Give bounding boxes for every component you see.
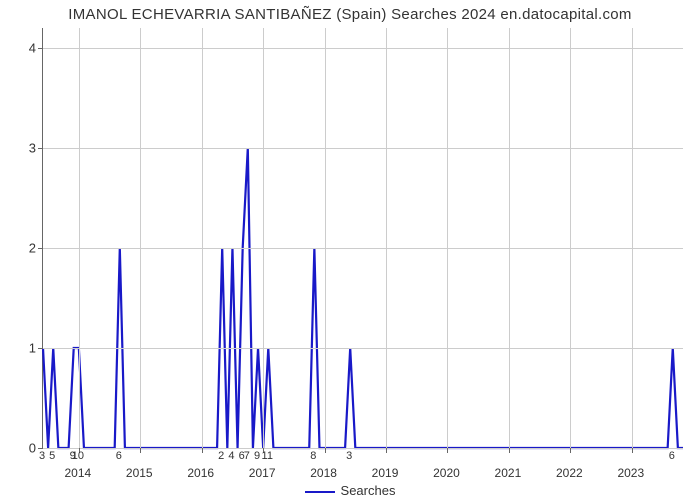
gridline-h [43,48,683,49]
gridline-v [140,28,141,448]
xtick-month-label: 10 [72,450,84,462]
gridline-h [43,248,683,249]
gridline-v [632,28,633,448]
xtick-year-label: 2016 [187,466,214,480]
xtick-year-label: 2017 [249,466,276,480]
ytick-label: 4 [29,41,36,56]
ytick-label: 2 [29,241,36,256]
gridline-v [79,28,80,448]
xtick-year-label: 2023 [617,466,644,480]
xtick-month-label: 3 [346,450,352,462]
ytick-mark [38,148,43,149]
legend: Searches [0,483,700,498]
xtick-month-label: 9 [254,450,260,462]
xtick-month-label: 6 [116,450,122,462]
ytick-label: 0 [29,441,36,456]
gridline-v [509,28,510,448]
xtick-month-label: 5 [49,450,55,462]
xtick-month-label: 2 [218,450,224,462]
xtick-year-label: 2022 [556,466,583,480]
xtick-year-label: 2014 [64,466,91,480]
searches-polyline [43,148,683,448]
xtick-year-label: 2020 [433,466,460,480]
searches-chart: IMANOL ECHEVARRIA SANTIBAÑEZ (Spain) Sea… [0,0,700,500]
xtick-month-label: 7 [244,450,250,462]
ytick-mark [38,248,43,249]
y-axis-ticks: 01234 [0,28,42,448]
ytick-label: 3 [29,141,36,156]
chart-title: IMANOL ECHEVARRIA SANTIBAÑEZ (Spain) Sea… [0,6,700,23]
gridline-v [202,28,203,448]
ytick-mark [38,348,43,349]
gridline-h [43,348,683,349]
xtick-month-label: 3 [39,450,45,462]
plot-area [42,28,683,449]
xtick-month-label: 4 [228,450,234,462]
gridline-v [325,28,326,448]
series-line [43,28,683,448]
xtick-month-label: 6 [669,450,675,462]
legend-label: Searches [341,483,396,498]
x-axis-ticks: 2014 2015 2016 2017 2018 2019 2020 2021 2022 2023… [42,448,682,482]
xtick-year-label: 2021 [495,466,522,480]
gridline-h [43,148,683,149]
gridline-v [570,28,571,448]
xtick-year-label: 2019 [372,466,399,480]
gridline-v [386,28,387,448]
ytick-label: 1 [29,341,36,356]
legend-swatch [305,491,335,493]
gridline-v [447,28,448,448]
xtick-year-label: 2018 [310,466,337,480]
ytick-mark [38,48,43,49]
xtick-month-label: 11 [262,450,273,462]
xtick-year-label: 2015 [126,466,153,480]
gridline-v [263,28,264,448]
xtick-month-label: 8 [310,450,316,462]
